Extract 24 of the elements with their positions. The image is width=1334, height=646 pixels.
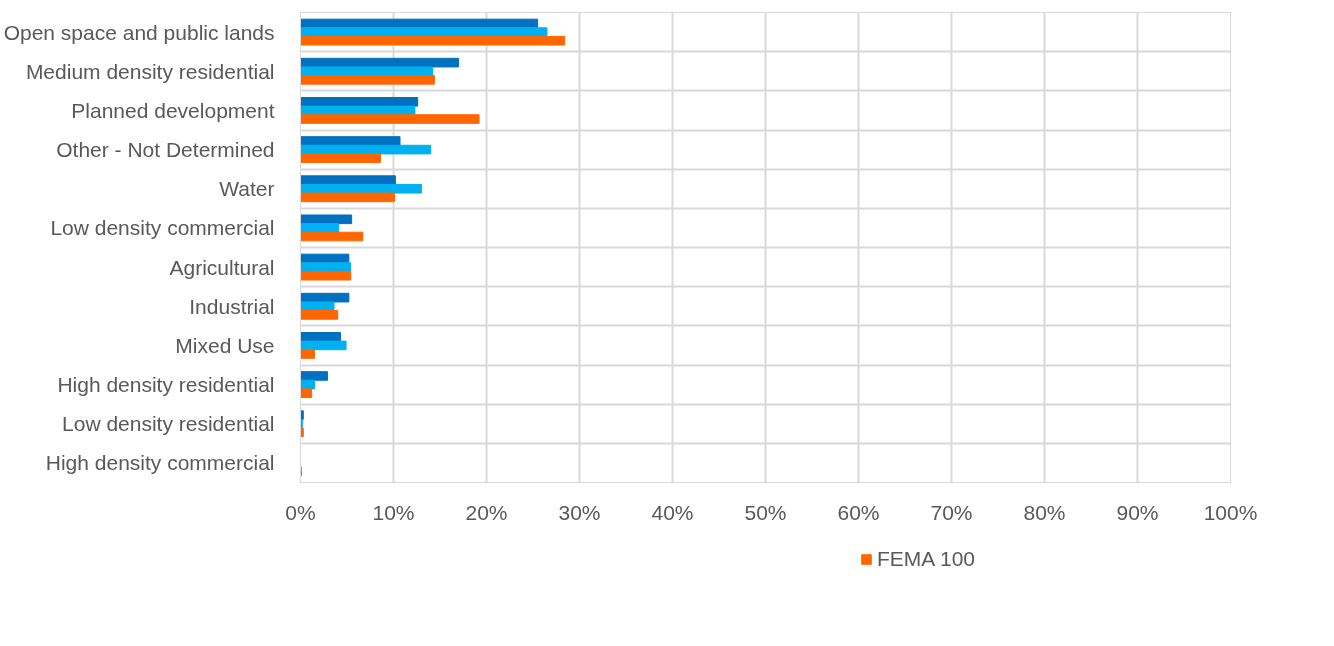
x-tick-label: 0% (285, 500, 316, 524)
y-tick-label: Medium density residential (25, 59, 275, 83)
x-tick-label: 10% (372, 500, 415, 524)
x-tick-label: 30% (558, 500, 601, 524)
y-tick-label: Industrial (189, 294, 275, 318)
x-tick-label: 60% (837, 500, 880, 524)
x-tick-label: 90% (1116, 500, 1159, 524)
y-tick-label: Mixed Use (175, 333, 275, 357)
y-tick-label: Planned development (71, 98, 275, 122)
y-tick-label: Low density commercial (50, 216, 275, 240)
x-tick-label: 80% (1023, 500, 1066, 524)
legend-label: FEMA 100 (877, 547, 976, 571)
y-tick-label: Agricultural (169, 255, 275, 279)
x-tick-label: 20% (465, 500, 508, 524)
x-tick-label: 40% (651, 500, 694, 524)
y-tick-label: Water (219, 177, 275, 201)
x-tick-label: 50% (744, 500, 787, 524)
y-tick-label: High density commercial (45, 451, 275, 475)
x-tick-label: 100% (1203, 500, 1258, 524)
x-tick-label: 70% (930, 500, 973, 524)
y-tick-label: High density residential (57, 373, 275, 397)
y-tick-label: Other - Not Determined (56, 138, 275, 162)
y-tick-label: Open space and public lands (3, 20, 275, 44)
y-tick-label: Low density residential (62, 412, 275, 436)
